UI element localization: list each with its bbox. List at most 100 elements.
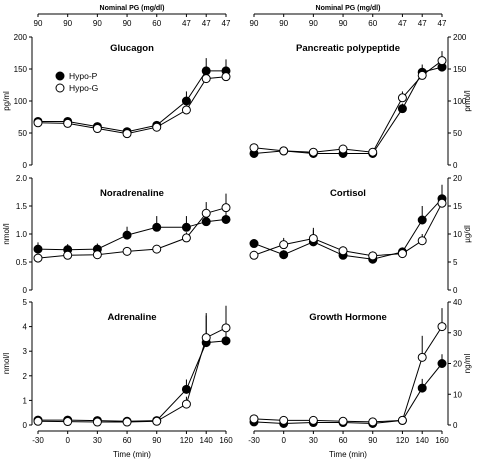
data-point [122,129,132,139]
series-line [37,207,227,259]
y-tick-label: 20 [453,174,462,183]
y-tick-label: 100 [14,97,28,106]
top-tick-label: 47 [398,19,407,28]
panel-cortisol: 0 5 10 15 20 µg/dl Cortisol [249,174,472,295]
y-tick-label: 2.0 [16,174,28,183]
data-point [152,122,162,132]
data-point [201,208,211,218]
data-point [181,384,191,394]
top-tick-label: 90 [93,19,102,28]
top-tick-label: 90 [34,19,43,28]
top-tick-label: 47 [182,19,191,28]
top-axis-label: Nominal PG (mg/dl) [316,5,381,12]
data-point [92,250,102,260]
x-tick-label: 160 [219,436,233,445]
data-point [181,96,191,106]
y-tick-label: 50 [18,129,27,138]
data-point [221,336,231,346]
y-tick-label: 0 [453,421,458,430]
series-hypo-g [249,192,447,261]
data-point [437,198,447,208]
data-point [368,417,378,427]
data-point [63,118,73,128]
series-line [253,60,443,153]
y-tick-label: 0 [23,286,28,295]
top-tick-label: 90 [123,19,132,28]
y-tick-label: 0 [23,161,28,170]
panel-adrenaline: 0 1 2 3 4 5 nmol/l -30 0 30 60 90 120 140 160 Time (min… [2,298,233,459]
data-point [437,359,447,368]
x-tick-label: 140 [200,436,214,445]
data-point [249,250,259,260]
y-axis-label: pg/ml [2,91,11,111]
y-tick-label: 1.5 [16,202,28,211]
data-point [279,240,289,250]
series-hypo-g [33,71,231,139]
series-hypo-g [33,193,231,263]
data-point [308,233,318,243]
data-point [63,250,73,260]
data-point [338,416,348,426]
top-tick-label: 90 [63,19,72,28]
data-point [279,146,289,156]
y-tick-label: 20 [453,360,462,369]
top-tick-label: 90 [279,19,288,28]
series-line [253,326,443,423]
y-tick-label: 5 [453,258,458,267]
series-hypo-p [249,59,447,158]
data-point [308,415,318,425]
panel-title: Adrenaline [107,312,156,323]
x-tick-label: 120 [180,436,194,445]
y-axis-label: µg/dl [463,225,472,243]
data-point [181,105,191,115]
series-hypo-g [33,305,231,427]
data-point [33,118,43,128]
y-tick-label: 3 [23,347,28,356]
y-axis-label: nmol/l [2,223,11,245]
y-axis-label: pmol/l [463,90,472,112]
data-point [368,251,378,261]
data-point [201,217,211,227]
x-tick-label: 0 [281,436,286,445]
data-point [33,416,43,426]
data-point [397,104,407,114]
y-tick-label: 4 [23,323,28,332]
y-tick-label: 50 [453,129,462,138]
x-axis-label: Time (min) [329,450,367,459]
series-hypo-p [33,308,231,426]
x-tick-label: 160 [435,436,449,445]
panel-title: Cortisol [330,188,366,199]
x-tick-label: 0 [65,436,70,445]
data-point [201,74,211,84]
data-point [152,222,162,232]
top-tick-label: 90 [250,19,259,28]
data-point [92,417,102,427]
y-tick-label: 0 [453,161,458,170]
panel-glucagon: 0 50 100 150 200 pg/ml Nominal PG (mg/dl) 90 90 9… [2,5,231,170]
y-tick-label: 1.0 [16,230,28,239]
y-tick-label: 1 [23,396,28,405]
data-point [308,147,318,157]
data-point [122,230,132,240]
data-point [338,144,348,154]
data-point [92,124,102,134]
data-point [417,236,427,246]
top-tick-label: 60 [368,19,377,28]
y-tick-label: 40 [453,298,462,307]
y-tick-label: 200 [453,33,467,42]
data-point [417,352,427,362]
data-point [249,414,259,424]
legend-label: Hypo-G [69,83,98,93]
legend-marker [55,71,65,81]
data-point [417,215,427,225]
series-hypo-g [249,51,447,157]
panel-noradrenaline: 0 0.5 1.0 1.5 2.0 nmol/l Noradrenaline [2,174,231,295]
y-axis-label: ng/ml [463,353,472,373]
data-point [33,244,43,254]
data-point [249,239,259,249]
x-tick-label: 60 [123,436,132,445]
x-tick-label: -30 [32,436,44,445]
data-point [201,333,211,343]
y-tick-label: 30 [453,329,462,338]
x-tick-label: 90 [152,436,161,445]
